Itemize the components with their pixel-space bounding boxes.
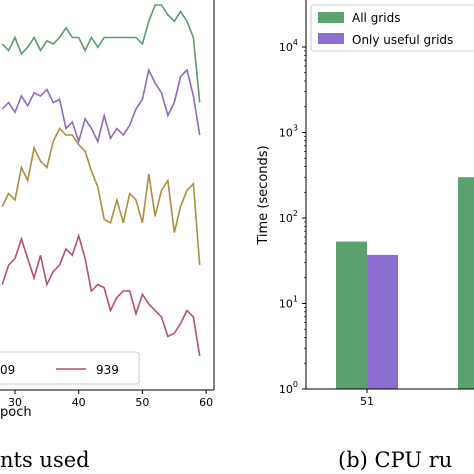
line-series-3 [1, 233, 201, 357]
y-axis-label: Time (seconds) [256, 145, 271, 245]
legend-swatch-only-useful-grids [318, 33, 344, 44]
legend-box-b [310, 4, 474, 52]
caption-a: nts used [0, 448, 90, 472]
legend-label-all-grids: All grids [352, 11, 400, 25]
legend-b: All grids Only useful grids [310, 4, 474, 52]
bar-group [336, 177, 474, 389]
x-tick-label: 30 [8, 396, 22, 409]
x-tick-label: 50 [135, 396, 149, 409]
caption-b: (b) CPU ru [338, 448, 452, 472]
x-tick-label-b: 51 [360, 395, 374, 408]
bar-0-1 [458, 177, 474, 389]
x-axis-label: poch [0, 405, 32, 420]
legend-swatch-all-grids [318, 12, 344, 23]
bar-0-0 [336, 241, 367, 389]
y-tick-label: 101 [279, 295, 298, 311]
line-series-group [1, 4, 201, 357]
y-tick-label: 104 [279, 38, 298, 54]
bar-1-0 [367, 254, 398, 389]
legend-label-1: 939 [96, 363, 119, 377]
legend-label-0: 09 [0, 363, 15, 377]
y-tick-label: 103 [279, 124, 298, 140]
legend-a: 09 939 [0, 351, 140, 385]
x-ticks-b: 51 [360, 389, 374, 408]
x-tick-label: 60 [199, 396, 213, 409]
x-ticks: 30 40 50 60 [8, 390, 213, 409]
legend-label-only-useful-grids: Only useful grids [352, 33, 453, 47]
line-series-0 [1, 4, 201, 103]
y-ticks: 100 101 102 103 104 [279, 38, 306, 396]
legend-box [0, 351, 140, 385]
x-tick-label: 40 [72, 396, 86, 409]
panel-b: Time (seconds) 100 101 102 103 104 51 All gr… [256, 0, 474, 472]
panel-a: 30 40 50 60 poch 09 939 nts used [0, 0, 215, 472]
y-tick-label: 100 [279, 380, 298, 396]
y-tick-label: 102 [279, 209, 298, 225]
line-series-2 [1, 127, 201, 266]
line-series-1 [1, 67, 201, 145]
